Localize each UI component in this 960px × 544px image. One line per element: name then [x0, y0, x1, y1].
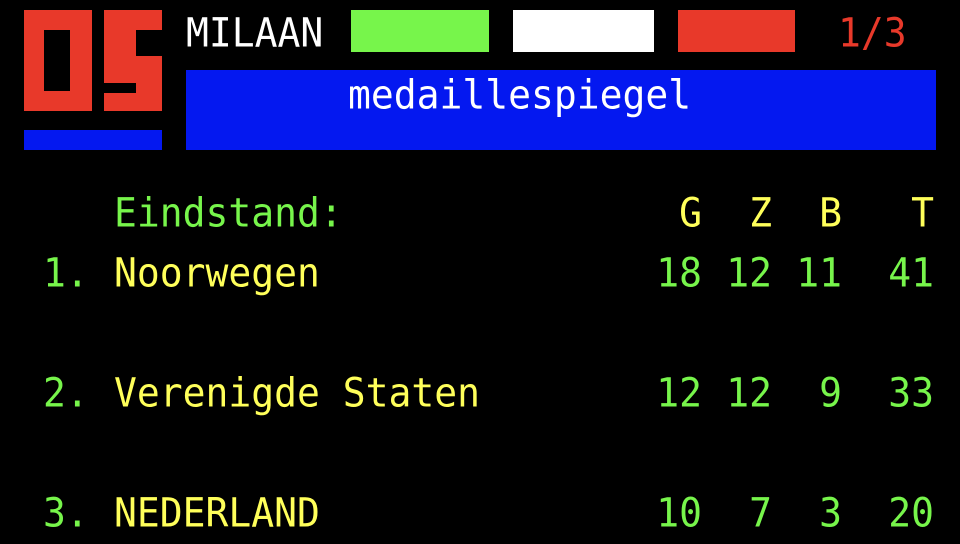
rank: 2. — [43, 369, 89, 417]
silver-count: 7 — [749, 489, 772, 537]
bronze-count: 9 — [819, 369, 842, 417]
logo-s-cut-top — [136, 30, 162, 56]
gold-count: 18 — [656, 249, 702, 297]
logo-s-cut-bottom — [104, 83, 136, 93]
location-label: MILAAN — [186, 9, 324, 57]
country: NEDERLAND — [114, 489, 320, 537]
page-title: medaillespiegel — [348, 71, 692, 119]
total-count: 33 — [888, 369, 934, 417]
silver-count: 12 — [726, 369, 772, 417]
flag-stripe-red — [678, 10, 795, 52]
col-gold: G — [679, 189, 702, 237]
silver-count: 12 — [726, 249, 772, 297]
col-silver: Z — [749, 189, 772, 237]
total-count: 41 — [888, 249, 934, 297]
rank: 3. — [43, 489, 89, 537]
title-bar — [186, 70, 936, 150]
gold-count: 10 — [656, 489, 702, 537]
country: Verenigde Staten — [114, 369, 481, 417]
flag-stripe-white — [513, 10, 654, 52]
logo-o-hole — [44, 30, 70, 91]
bronze-count: 11 — [796, 249, 842, 297]
os-logo — [24, 10, 164, 152]
flag-stripe-green — [351, 10, 489, 52]
col-total: T — [911, 189, 934, 237]
standings-label: Eindstand: — [114, 189, 343, 237]
col-bronze: B — [819, 189, 842, 237]
rank: 1. — [43, 249, 89, 297]
logo-underline — [24, 130, 162, 150]
gold-count: 12 — [656, 369, 702, 417]
bronze-count: 3 — [819, 489, 842, 537]
country: Noorwegen — [114, 249, 320, 297]
logo-s-block — [104, 10, 162, 111]
page-indicator: 1/3 — [838, 9, 907, 57]
total-count: 20 — [888, 489, 934, 537]
